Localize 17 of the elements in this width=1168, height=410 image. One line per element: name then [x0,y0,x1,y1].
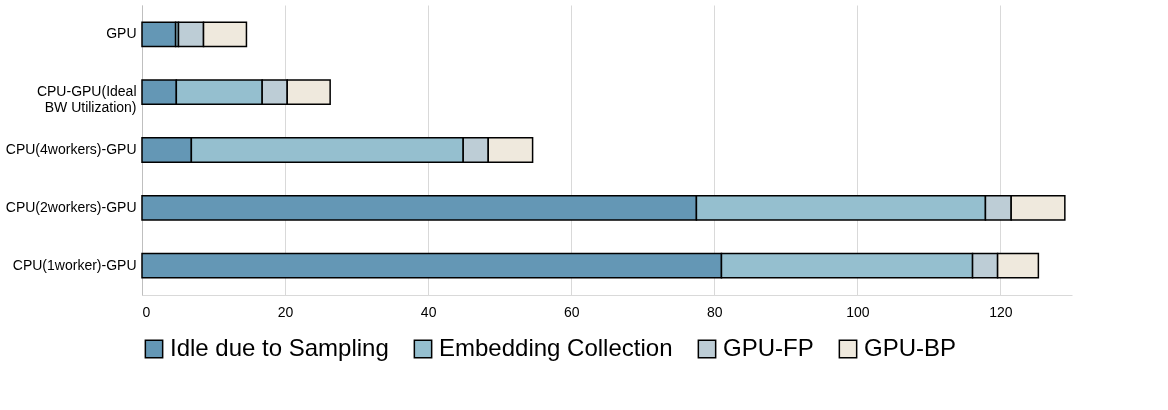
legend-label: Idle due to Sampling [170,334,389,361]
x-tick-label: 120 [989,303,1013,320]
x-tick-label: 20 [277,303,294,320]
x-tick-label: 80 [707,303,723,320]
y-tick-label: CPU(1worker)-GPU [12,256,137,273]
x-tick-label: 40 [420,303,437,320]
y-tick-label: CPU(2workers)-GPU [5,198,137,215]
x-tick-label: 60 [563,303,580,320]
legend-label: Embedding Collection [439,334,673,361]
x-tick-label: 100 [846,303,870,320]
y-tick-label: CPU(4workers)-GPU [5,141,137,157]
bar [141,21,177,48]
y-tick-label: GPU [106,25,137,42]
x-tick-label: 0 [142,303,151,320]
y-tick-label: CPU-GPU(Ideal BW Utilization) [36,83,137,116]
legend-label: GPU-FP [723,334,814,361]
legend-label: GPU-BP [864,334,957,361]
